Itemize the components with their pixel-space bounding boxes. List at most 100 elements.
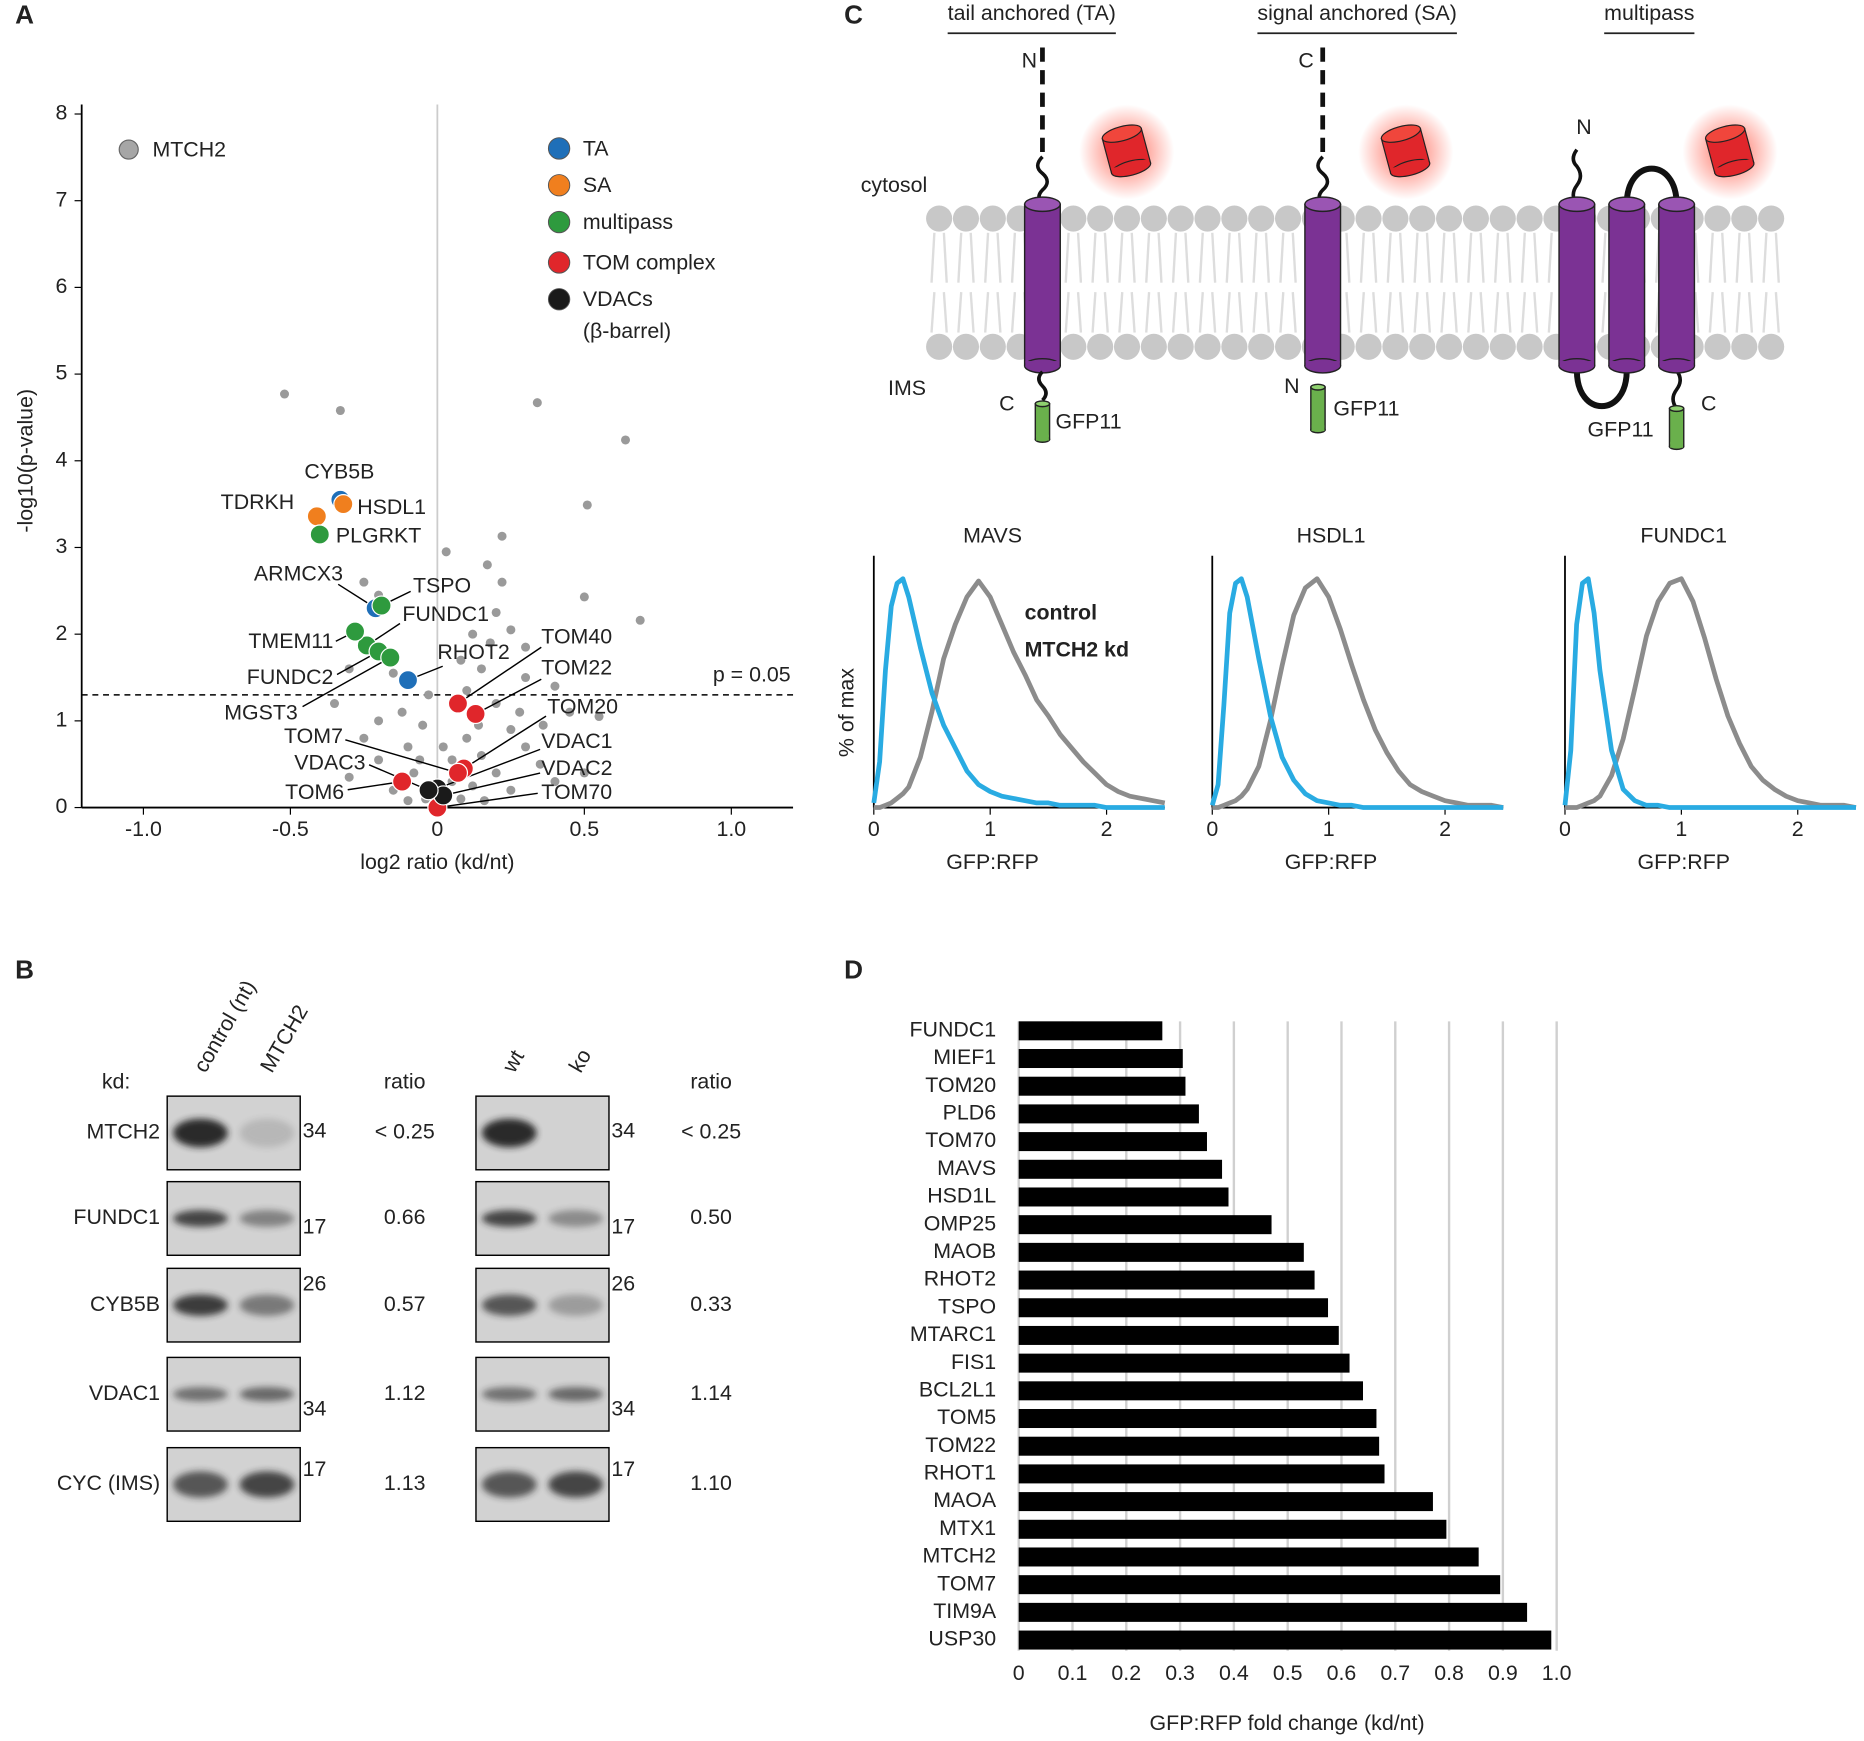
ratio: < 0.25 xyxy=(375,1120,435,1144)
category-label: TSPO xyxy=(938,1294,996,1318)
lipid-tail xyxy=(1145,232,1151,283)
y-axis-title: -log10(p-value) xyxy=(14,389,38,533)
gfp11-fill xyxy=(1311,425,1325,432)
point xyxy=(476,664,486,674)
legend-label: multipass xyxy=(583,210,673,234)
lipid-tail xyxy=(1211,232,1217,283)
helix-fill xyxy=(1559,361,1594,367)
line xyxy=(1562,576,1856,810)
leader-line xyxy=(302,656,391,708)
lipid-head xyxy=(1274,333,1302,360)
point xyxy=(438,742,448,752)
point-label: VDAC3 xyxy=(294,750,365,774)
point xyxy=(380,647,401,668)
lipid-tail xyxy=(1345,232,1351,283)
point xyxy=(565,707,575,717)
x-tick-label: -0.5 xyxy=(272,817,309,841)
lipid-tail xyxy=(969,232,975,283)
band xyxy=(239,1210,295,1227)
band xyxy=(481,1471,537,1498)
lipid-head xyxy=(1409,205,1436,232)
lipid-tail xyxy=(1279,292,1285,333)
point xyxy=(497,577,507,587)
bar xyxy=(1018,1132,1207,1152)
point-label: ARMCX3 xyxy=(254,561,343,585)
terminus: N xyxy=(1576,115,1591,139)
band xyxy=(173,1387,228,1402)
band xyxy=(481,1294,537,1316)
helix xyxy=(1023,203,1061,367)
lipid-head xyxy=(1355,333,1382,360)
band xyxy=(548,1210,604,1227)
ratio: 1.12 xyxy=(384,1381,426,1405)
lipid-tail xyxy=(1359,292,1365,333)
point xyxy=(397,670,419,691)
gfp11-top xyxy=(1034,400,1051,408)
point xyxy=(374,755,384,765)
lipid-head xyxy=(926,205,953,232)
x-tick-label: 1.0 xyxy=(716,817,746,841)
point-label: VDAC2 xyxy=(541,756,612,780)
gfp11 xyxy=(1310,386,1326,431)
lipid-tail xyxy=(1130,232,1136,283)
lipid-tail xyxy=(1157,292,1163,333)
x-tick-label: 2 xyxy=(1792,817,1804,841)
band xyxy=(548,1387,604,1402)
lipid-tail xyxy=(1198,232,1204,283)
lipid-tail xyxy=(1118,292,1124,333)
lipid-tail xyxy=(1520,292,1527,333)
lipid-head xyxy=(1704,205,1731,232)
gfp11-fill xyxy=(1670,441,1684,448)
lipid-tail xyxy=(1171,232,1178,283)
band xyxy=(173,1118,228,1148)
y-tick-label: 2 xyxy=(56,621,68,645)
kd-label: kd: xyxy=(102,1070,131,1094)
lipid-tail xyxy=(930,232,936,283)
rfp-fill xyxy=(1390,158,1429,174)
lipid-tail xyxy=(1533,292,1539,333)
point xyxy=(344,621,366,642)
point-label: MGST3 xyxy=(224,700,298,724)
point xyxy=(506,625,516,635)
point-label: FUNDC2 xyxy=(247,665,334,689)
lipid-head xyxy=(952,205,980,232)
y-tick-label: 7 xyxy=(56,187,68,211)
point xyxy=(521,742,531,752)
bar xyxy=(1018,1436,1380,1456)
point xyxy=(424,690,434,700)
protein-name: FUNDC1 xyxy=(73,1205,160,1229)
rfp-top xyxy=(1704,124,1746,143)
ratio: 0.66 xyxy=(384,1205,426,1229)
lipid-head xyxy=(1382,333,1409,360)
lipid-head xyxy=(1248,205,1275,232)
lipid-tail xyxy=(1091,232,1097,283)
lane-label: control (nt) xyxy=(189,976,261,1076)
helix xyxy=(1658,203,1696,367)
lipid-head xyxy=(1704,333,1731,360)
point xyxy=(374,716,384,726)
x-tick-label: 0.5 xyxy=(1273,1661,1303,1685)
rfp-fill xyxy=(1111,158,1150,174)
threshold-label: p = 0.05 xyxy=(713,662,791,686)
lipid-head xyxy=(979,205,1006,232)
terminus: C xyxy=(1701,392,1716,416)
line xyxy=(871,576,1165,810)
point xyxy=(485,638,495,648)
lipid-tail xyxy=(1252,232,1258,283)
mw-marker: 17 xyxy=(611,1457,635,1481)
y-tick-label: 3 xyxy=(56,534,68,558)
band xyxy=(239,1118,295,1148)
point-label: VDAC1 xyxy=(541,729,612,753)
lipid-tail xyxy=(1533,232,1539,283)
lipid-head xyxy=(1060,333,1087,360)
mw-marker: 17 xyxy=(611,1215,635,1239)
point xyxy=(594,712,604,722)
point xyxy=(403,742,413,752)
lipid-tail xyxy=(1372,292,1378,333)
mw-marker: 34 xyxy=(303,1118,327,1142)
category-label: MIEF1 xyxy=(933,1045,996,1069)
lipid-head xyxy=(979,333,1006,360)
lipid-head xyxy=(1758,205,1785,232)
point xyxy=(521,642,531,652)
